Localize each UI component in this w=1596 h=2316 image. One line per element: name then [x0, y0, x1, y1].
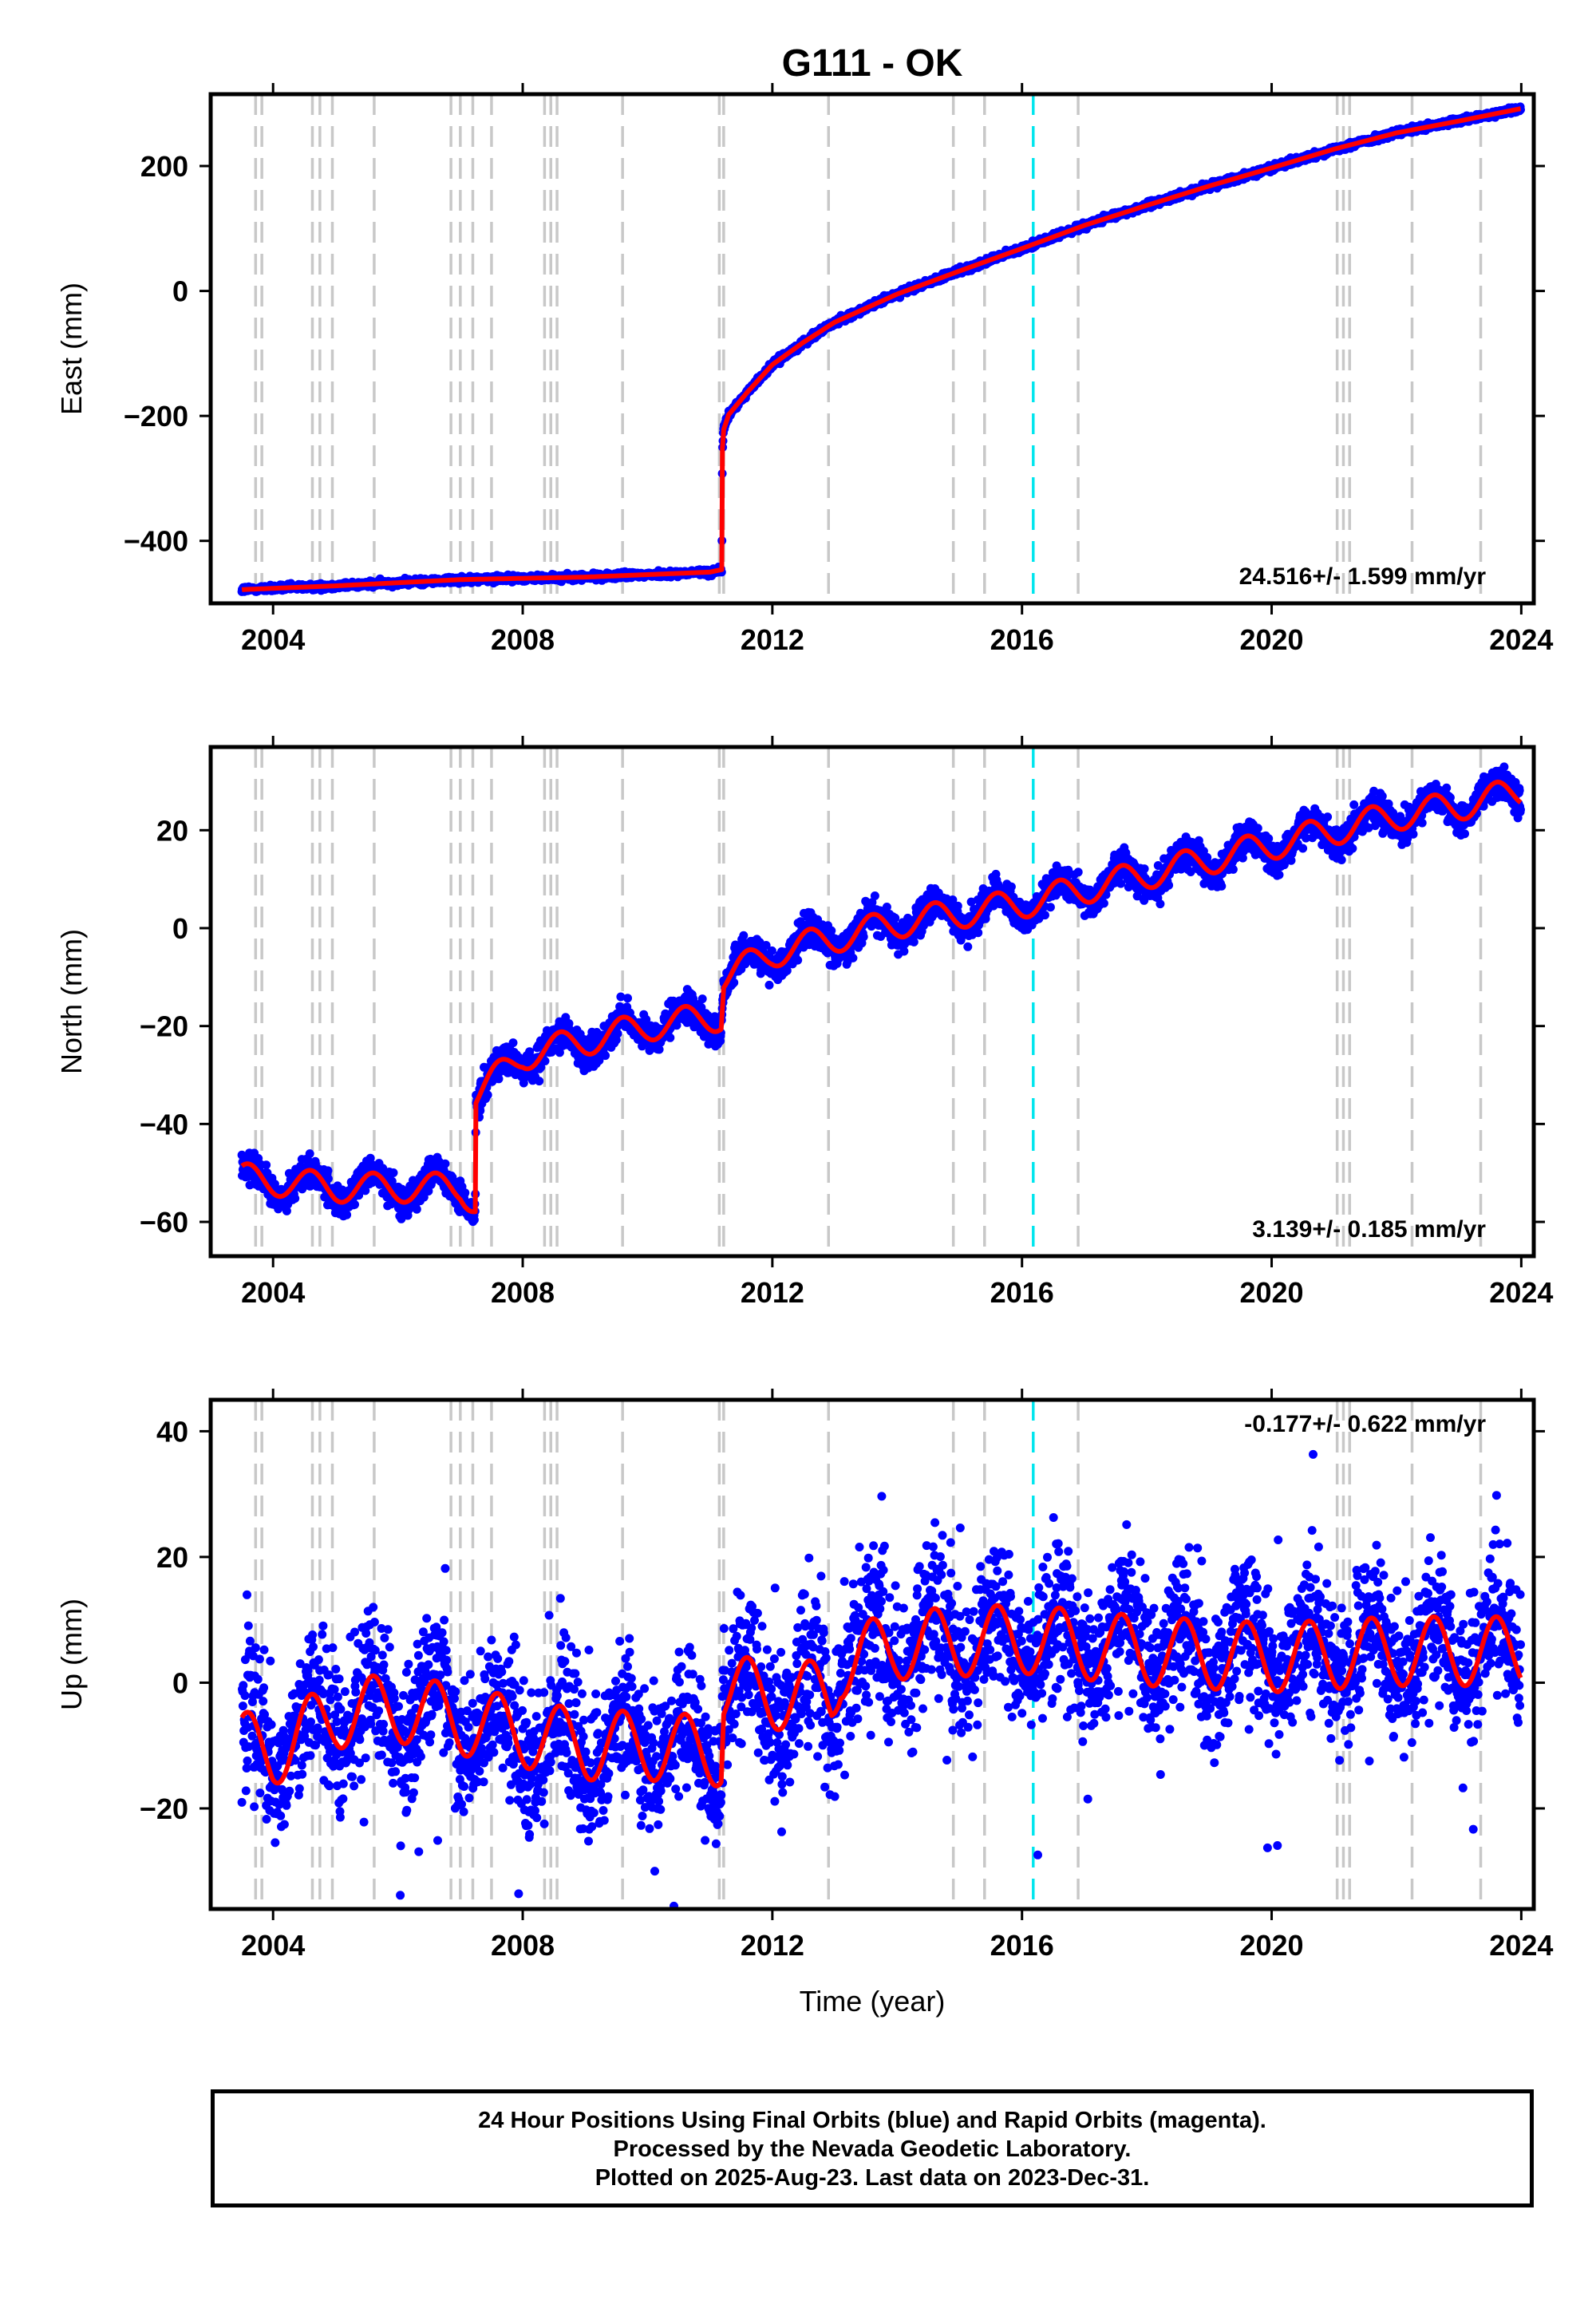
north-y-tick-label: −20 — [140, 1010, 188, 1043]
footer-caption: 24 Hour Positions Using Final Orbits (bl… — [211, 2089, 1534, 2207]
east-data-points — [237, 102, 1526, 596]
north-model-line — [239, 779, 1523, 1215]
north-x-tick-label: 2024 — [1489, 1276, 1553, 1309]
chart-title: G111 - OK — [782, 42, 963, 85]
east-y-tick-label: −200 — [124, 400, 188, 433]
up-rate-label: -0.177+/- 0.622 mm/yr — [1244, 1411, 1486, 1437]
north-panel: 2004 2008 2012 2016 2020 2024 −60 −40 −20 0 20 Nort… — [55, 736, 1553, 1309]
up-plot-area — [237, 1400, 1525, 1909]
up-x-tick-label: 2016 — [990, 1929, 1054, 1962]
east-y-tick-label: 0 — [172, 275, 188, 308]
east-plot-area — [237, 94, 1526, 603]
up-data-points — [237, 1449, 1525, 1909]
up-x-tick-label: 2004 — [241, 1929, 305, 1962]
north-x-tick-label: 2020 — [1239, 1276, 1303, 1309]
north-x-tick-label: 2008 — [491, 1276, 555, 1309]
x-axis-label: Time (year) — [800, 1985, 946, 2018]
footer-line-2: Processed by the Nevada Geodetic Laborat… — [613, 2136, 1132, 2162]
east-model-line — [239, 106, 1523, 592]
footer-line-1: 24 Hour Positions Using Final Orbits (bl… — [478, 2108, 1266, 2133]
north-data-points — [237, 762, 1526, 1227]
east-panel: 2004 2008 2012 2016 2020 2024 −400 −200 0 200 East… — [55, 83, 1553, 656]
east-y-tick-label: 200 — [140, 150, 188, 183]
north-y-tick-label: 20 — [156, 814, 188, 847]
east-x-tick-label: 2004 — [241, 623, 305, 656]
east-y-tick-label: −400 — [124, 525, 188, 558]
east-x-tick-label: 2012 — [741, 623, 804, 656]
north-x-tick-label: 2004 — [241, 1276, 305, 1309]
north-frame — [208, 745, 1536, 1259]
east-rate-label: 24.516+/- 1.599 mm/yr — [1239, 563, 1487, 590]
north-y-tick-label: 0 — [172, 912, 188, 945]
footer-line-3: Plotted on 2025-Aug-23. Last data on 202… — [595, 2165, 1150, 2191]
east-frame — [208, 92, 1536, 606]
east-x-tick-label: 2016 — [990, 623, 1054, 656]
north-x-tick-label: 2012 — [741, 1276, 804, 1309]
up-panel: 2004 2008 2012 2016 2020 2024 −20 0 20 40 Up (mm) -… — [55, 1389, 1553, 1962]
up-y-tick-label: 20 — [156, 1541, 188, 1574]
north-y-tick-label: −60 — [140, 1206, 188, 1239]
up-x-tick-label: 2008 — [491, 1929, 555, 1962]
north-y-axis-label: North (mm) — [55, 929, 88, 1074]
up-x-tick-label: 2012 — [741, 1929, 804, 1962]
north-y-tick-label: −40 — [140, 1108, 188, 1140]
east-x-tick-label: 2008 — [491, 623, 555, 656]
east-x-tick-label: 2024 — [1489, 623, 1553, 656]
up-model-line — [239, 1603, 1523, 1788]
north-x-tick-label: 2016 — [990, 1276, 1054, 1309]
up-x-tick-label: 2020 — [1239, 1929, 1303, 1962]
east-y-axis-label: East (mm) — [55, 283, 88, 415]
up-y-tick-label: 40 — [156, 1415, 188, 1448]
up-y-axis-label: Up (mm) — [55, 1599, 88, 1710]
up-y-tick-label: −20 — [140, 1792, 188, 1825]
up-frame — [208, 1397, 1536, 1911]
up-y-tick-label: 0 — [172, 1666, 188, 1699]
north-plot-area — [237, 747, 1526, 1256]
east-x-tick-label: 2020 — [1239, 623, 1303, 656]
up-x-tick-label: 2024 — [1489, 1929, 1553, 1962]
north-rate-label: 3.139+/- 0.185 mm/yr — [1252, 1216, 1486, 1243]
